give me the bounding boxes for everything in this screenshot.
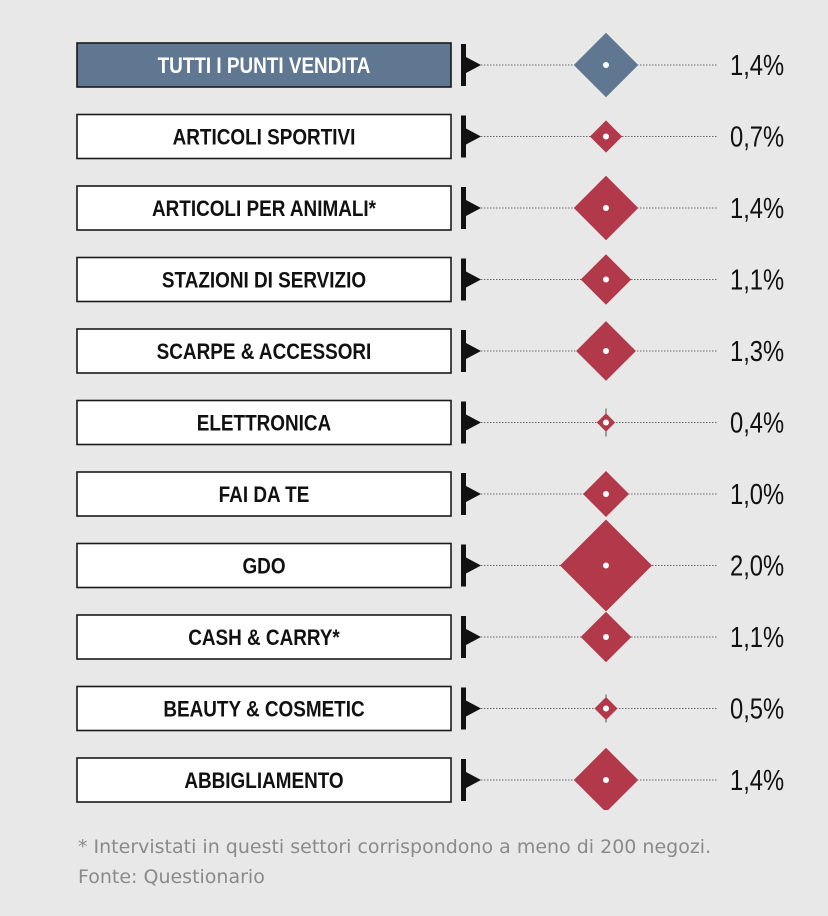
bracket-cap <box>461 687 466 730</box>
value-label: 1,4% <box>730 764 784 797</box>
chart-row: ARTICOLI PER ANIMALI* 1,4% <box>76 175 784 241</box>
bracket-cap <box>461 544 466 587</box>
diamond-chart: TUTTI I PUNTI VENDITA 1,4% ARTICOLI SPORTI… <box>76 32 784 810</box>
category-box <box>76 614 452 660</box>
value-label: 0,7% <box>730 120 784 153</box>
category-label: STAZIONI DI SERVIZIO <box>162 268 366 293</box>
bracket-flag <box>466 128 481 145</box>
chart-row: CASH & CARRY* 1,1% <box>76 611 784 663</box>
category-label: CASH & CARRY* <box>188 626 340 651</box>
value-label: 0,4% <box>730 406 784 439</box>
category-box <box>76 685 452 732</box>
footnote: * Intervistati in questi settori corrisp… <box>78 832 711 892</box>
bracket-flag <box>466 557 481 574</box>
value-label: 1,3% <box>730 335 784 368</box>
bracket-flag <box>466 700 481 717</box>
bracket-flag <box>466 343 481 359</box>
value-label: 0,5% <box>730 692 784 725</box>
chart-row: STAZIONI DI SERVIZIO 1,1% <box>76 254 784 305</box>
center-dot <box>603 62 609 68</box>
chart-row: ABBIGLIAMENTO 1,4% <box>76 747 784 810</box>
bracket-flag <box>466 57 481 73</box>
bracket-cap <box>461 330 466 372</box>
bracket-cap <box>461 616 466 658</box>
bracket-cap <box>461 44 466 86</box>
category-label: ELETTRONICA <box>197 411 332 436</box>
center-dot <box>603 348 609 354</box>
bracket-flag <box>466 414 481 431</box>
chart-row: ELETTRONICA 0,4% <box>76 399 784 446</box>
value-label: 1,1% <box>730 621 784 654</box>
category-box <box>76 256 452 303</box>
category-label: SCARPE & ACCESSORI <box>157 340 372 365</box>
center-dot <box>603 491 609 497</box>
chart-row: FAI DA TE 1,0% <box>76 471 784 517</box>
bracket-cap <box>461 115 466 158</box>
center-dot <box>603 276 609 283</box>
bracket-flag <box>466 486 481 502</box>
category-box <box>76 757 452 803</box>
category-box <box>76 113 452 160</box>
chart-row: ARTICOLI SPORTIVI 0,7% <box>76 113 784 160</box>
bracket-cap <box>461 473 466 515</box>
category-label: TUTTI I PUNTI VENDITA <box>158 54 371 79</box>
footnote-note: * Intervistati in questi settori corrisp… <box>78 836 712 858</box>
category-box <box>76 185 452 231</box>
center-dot <box>603 634 609 640</box>
category-label: ARTICOLI PER ANIMALI* <box>152 197 376 222</box>
bracket-flag <box>466 629 481 645</box>
center-dot <box>603 205 609 211</box>
center-dot <box>603 562 609 569</box>
category-box <box>76 42 452 88</box>
bracket-flag <box>466 271 481 288</box>
category-box <box>76 328 452 374</box>
value-label: 2,0% <box>730 549 784 582</box>
value-label: 1,4% <box>730 49 784 82</box>
center-dot <box>603 419 609 426</box>
category-box <box>76 471 452 517</box>
chart-row: GDO 2,0% <box>76 519 784 612</box>
chart-row: BEAUTY & COSMETIC 0,5% <box>76 685 784 732</box>
chart-row: SCARPE & ACCESSORI 1,3% <box>76 321 784 381</box>
bracket-cap <box>461 187 466 229</box>
value-label: 1,4% <box>730 192 784 225</box>
category-label: GDO <box>242 554 285 579</box>
center-dot <box>603 705 609 712</box>
category-label: FAI DA TE <box>219 483 310 508</box>
category-label: ABBIGLIAMENTO <box>184 769 343 794</box>
chart-row: TUTTI I PUNTI VENDITA 1,4% <box>76 32 784 98</box>
bracket-flag <box>466 772 481 788</box>
category-label: BEAUTY & COSMETIC <box>163 697 364 722</box>
bracket-cap <box>461 401 466 444</box>
center-dot <box>603 133 609 140</box>
category-label: ARTICOLI SPORTIVI <box>173 125 356 150</box>
center-dot <box>603 777 609 783</box>
footnote-source: Fonte: Questionario <box>78 866 265 888</box>
value-label: 1,1% <box>730 263 784 296</box>
bracket-flag <box>466 200 481 216</box>
category-box <box>76 399 452 446</box>
bracket-cap <box>461 759 466 801</box>
category-box <box>76 542 452 589</box>
bracket-cap <box>461 258 466 301</box>
value-label: 1,0% <box>730 478 784 511</box>
